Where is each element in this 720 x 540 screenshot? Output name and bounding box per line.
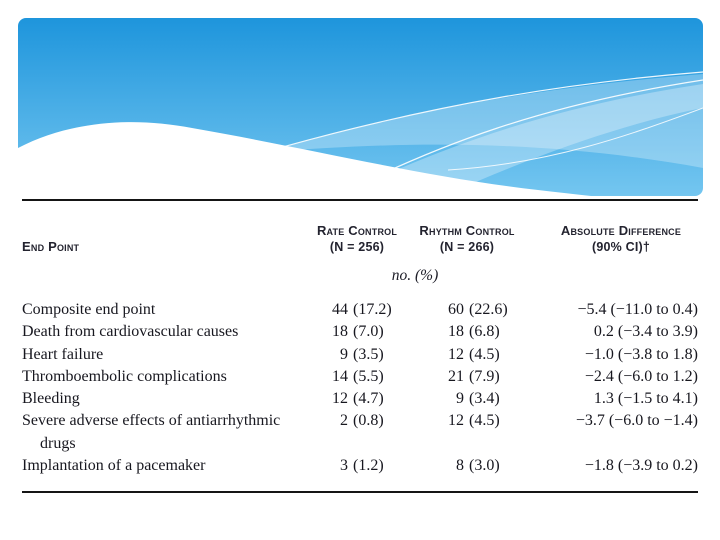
rate-control-label: Rate Control	[316, 223, 398, 238]
absolute-difference-cell: −1.8 (−3.9 to 0.2)	[584, 457, 698, 475]
table-row: Heart failure 9 (3.5) 12 (4.5) −1.0 (−3.…	[22, 344, 698, 366]
table-body: Composite end point 44 (17.2) 60 (22.6) …	[22, 299, 698, 491]
rate-percent-cell: (5.5)	[353, 367, 384, 385]
rate-count-cell: 3	[340, 457, 348, 475]
rhythm-percent-cell: (3.4)	[469, 390, 500, 408]
absolute-difference-cell: 0.2 (−3.4 to 3.9)	[593, 323, 698, 341]
absolute-difference-cell: 1.3 (−1.5 to 4.1)	[593, 390, 698, 408]
table-row: Bleeding 12 (4.7) 9 (3.4) 1.3 (−1.5 to 4…	[22, 388, 698, 410]
endpoint-cell: Heart failure	[22, 345, 104, 363]
absolute-difference-ci: (90% CI)†	[591, 240, 651, 254]
endpoint-cell: Bleeding	[22, 390, 80, 408]
column-header-rate-control: Rate Control (N = 256)	[312, 223, 402, 255]
rate-count-cell: 9	[340, 345, 348, 363]
rhythm-count-cell: 8	[456, 457, 464, 475]
units-note: no. (%)	[391, 267, 439, 284]
rhythm-percent-cell: (22.6)	[469, 301, 508, 318]
absolute-difference-cell: −1.0 (−3.8 to 1.8)	[584, 345, 698, 363]
wave-line-1	[257, 71, 703, 155]
rhythm-count-cell: 18	[448, 323, 464, 341]
rhythm-control-label: Rhythm Control	[419, 223, 515, 238]
light-wave-band-2	[338, 84, 703, 196]
rate-count-cell: 12	[332, 390, 348, 408]
table-row: Thromboembolic complications 14 (5.5) 21…	[22, 366, 698, 388]
rate-percent-cell: (0.8)	[353, 412, 384, 430]
rate-count-cell: 14	[332, 367, 348, 385]
endpoint-cell: Implantation of a pacemaker	[22, 457, 206, 475]
table-row: Death from cardiovascular causes 18 (7.0…	[22, 321, 698, 343]
units-row: no. (%)	[22, 267, 698, 285]
endpoint-cell: Composite end point	[22, 301, 156, 318]
table-header-row: End Point Rate Control (N = 256) Rhythm …	[22, 201, 698, 255]
rate-control-n: (N = 256)	[329, 240, 385, 254]
absolute-difference-cell: −3.7 (−6.0 to −1.4)	[575, 412, 698, 430]
rhythm-percent-cell: (6.8)	[469, 323, 500, 341]
rate-percent-cell: (4.7)	[353, 390, 384, 408]
table-row: Implantation of a pacemaker 3 (1.2) 8 (3…	[22, 455, 698, 477]
slide-header-graphic	[18, 18, 703, 196]
endpoint-cell: Severe adverse effects of antiarrhythmic…	[22, 412, 281, 452]
rhythm-count-cell: 9	[456, 390, 464, 408]
white-wave	[18, 122, 592, 196]
endpoint-cell: Thromboembolic complications	[22, 367, 227, 385]
absolute-difference-cell: −5.4 (−11.0 to 0.4)	[577, 301, 698, 318]
rhythm-percent-cell: (4.5)	[469, 412, 500, 430]
rhythm-percent-cell: (4.5)	[469, 345, 500, 363]
column-header-endpoint: End Point	[22, 239, 80, 254]
absolute-difference-cell: −2.4 (−6.0 to 1.2)	[584, 367, 698, 385]
column-header-absolute-difference: Absolute Difference (90% CI)†	[518, 223, 698, 255]
outcomes-table: End Point Rate Control (N = 256) Rhythm …	[22, 199, 698, 494]
rate-count-cell: 2	[340, 412, 348, 430]
wave-graphic	[18, 18, 703, 196]
rate-count-cell: 44	[332, 301, 348, 318]
rate-percent-cell: (17.2)	[353, 301, 392, 318]
rhythm-percent-cell: (3.0)	[469, 457, 500, 475]
rate-count-cell: 18	[332, 323, 348, 341]
column-header-rhythm-control: Rhythm Control (N = 266)	[402, 223, 518, 255]
rate-percent-cell: (7.0)	[353, 323, 384, 341]
rhythm-control-n: (N = 266)	[439, 240, 495, 254]
rate-percent-cell: (3.5)	[353, 345, 384, 363]
rate-percent-cell: (1.2)	[353, 457, 384, 475]
rhythm-count-cell: 12	[448, 345, 464, 363]
rhythm-percent-cell: (7.9)	[469, 367, 500, 385]
wave-line-3	[447, 107, 703, 171]
endpoint-cell: Death from cardiovascular causes	[22, 323, 239, 341]
rhythm-count-cell: 12	[448, 412, 464, 430]
absolute-difference-label: Absolute Difference	[560, 223, 682, 238]
table-row: Severe adverse effects of antiarrhythmic…	[22, 410, 698, 455]
table-row: Composite end point 44 (17.2) 60 (22.6) …	[22, 299, 698, 321]
rhythm-count-cell: 21	[448, 367, 464, 385]
rhythm-count-cell: 60	[448, 301, 464, 318]
